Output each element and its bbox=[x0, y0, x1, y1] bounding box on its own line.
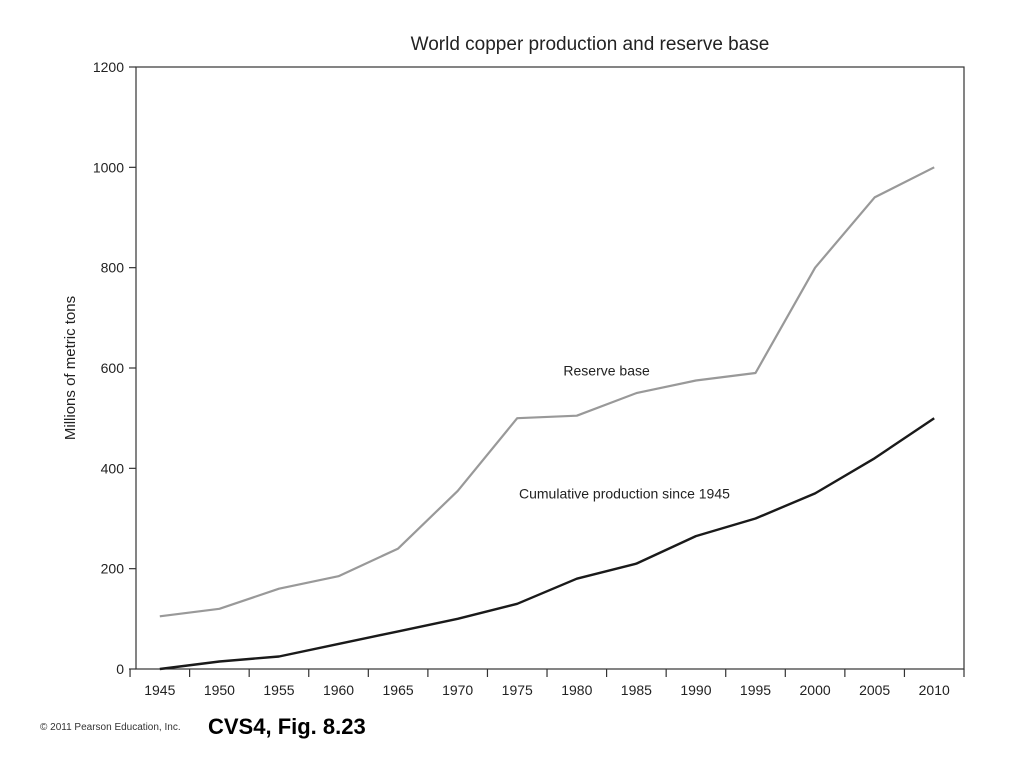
figure-reference: CVS4, Fig. 8.23 bbox=[208, 714, 366, 739]
x-axis: 1945 1950 1955 1960 1965 1970 1975 1980 1985 1990… bbox=[129, 669, 965, 698]
chart-title: World copper production and reserve base bbox=[411, 34, 770, 55]
x-tick-label: 1975 bbox=[502, 682, 533, 698]
reserve-base-label: Reserve base bbox=[563, 363, 650, 379]
x-tick-label: 1950 bbox=[204, 682, 235, 698]
y-axis-label: Millions of metric tons bbox=[62, 296, 79, 440]
cumulative-production-line bbox=[159, 417, 935, 671]
x-tick-label: 1960 bbox=[323, 682, 354, 698]
y-axis: 0 200 400 600 800 1000 1200 bbox=[93, 59, 136, 677]
plot-frame bbox=[135, 66, 965, 670]
x-tick-label: 1970 bbox=[442, 682, 473, 698]
x-tick-label: 1985 bbox=[621, 682, 652, 698]
x-tick-label: 1990 bbox=[680, 682, 711, 698]
y-tick-label: 400 bbox=[101, 460, 125, 476]
x-tick-label: 1995 bbox=[740, 682, 771, 698]
y-tick-label: 1200 bbox=[93, 59, 124, 75]
reserve-base-line bbox=[159, 166, 935, 618]
x-tick-label: 2000 bbox=[800, 682, 831, 698]
x-tick-label: 1980 bbox=[561, 682, 592, 698]
x-tick-label: 1965 bbox=[383, 682, 414, 698]
cumulative-production-label: Cumulative production since 1945 bbox=[519, 485, 730, 501]
x-tick-label: 1955 bbox=[263, 682, 294, 698]
x-tick-label: 1945 bbox=[144, 682, 175, 698]
y-tick-label: 1000 bbox=[93, 159, 124, 175]
series-labels: Reserve base Cumulative production since … bbox=[519, 363, 730, 502]
y-tick-label: 800 bbox=[101, 260, 125, 276]
x-tick-label: 2010 bbox=[919, 682, 950, 698]
y-tick-label: 600 bbox=[101, 360, 125, 376]
x-tick-label: 2005 bbox=[859, 682, 890, 698]
series-lines bbox=[159, 166, 935, 671]
y-tick-label: 0 bbox=[116, 661, 124, 677]
y-tick-label: 200 bbox=[101, 561, 125, 577]
copyright-text: © 2011 Pearson Education, Inc. bbox=[40, 722, 181, 733]
